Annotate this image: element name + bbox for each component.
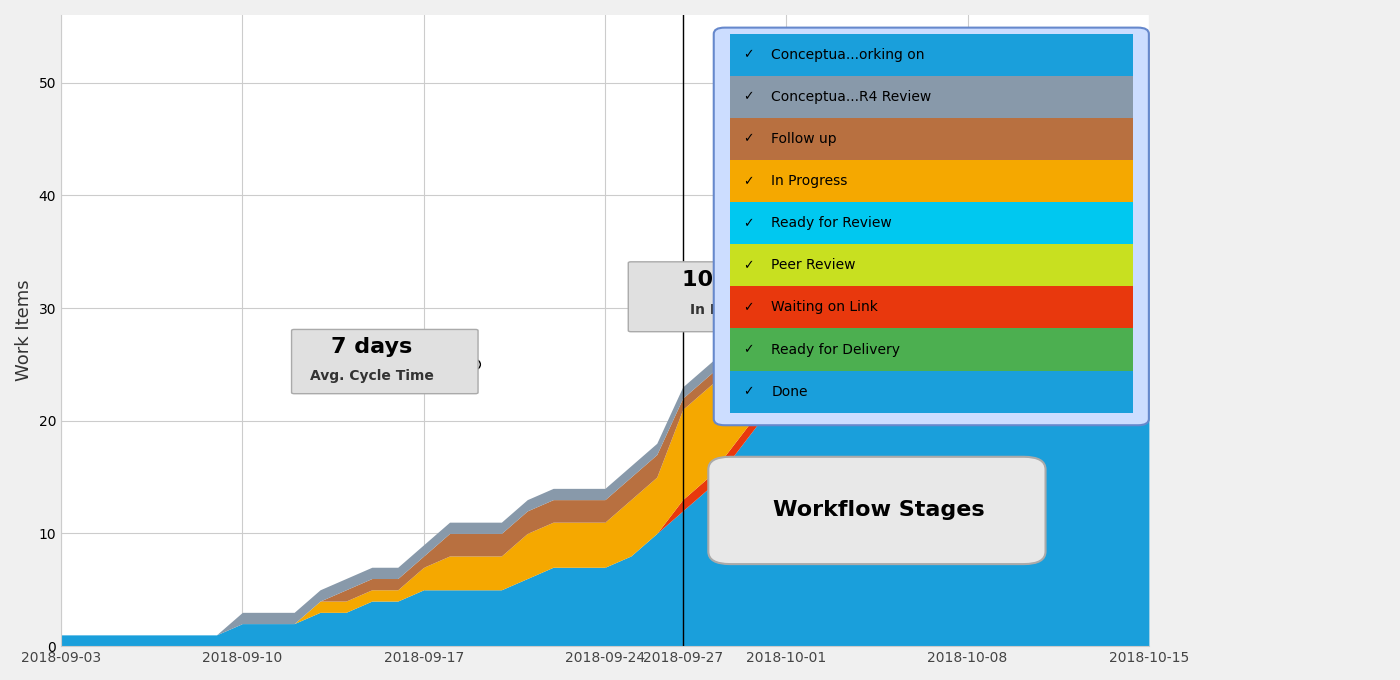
- Text: ✓: ✓: [743, 217, 753, 230]
- Text: Conceptua...R4 Review: Conceptua...R4 Review: [771, 90, 931, 104]
- Text: ✓: ✓: [743, 90, 753, 103]
- Text: Avg. Cycle Time: Avg. Cycle Time: [309, 369, 434, 383]
- FancyBboxPatch shape: [714, 28, 1149, 425]
- Text: Ready for Delivery: Ready for Delivery: [771, 343, 900, 356]
- Bar: [729, 34, 1133, 76]
- Y-axis label: Work Items: Work Items: [15, 279, 34, 381]
- Bar: [729, 371, 1133, 413]
- FancyBboxPatch shape: [629, 262, 840, 332]
- Text: 10 tasks: 10 tasks: [682, 270, 787, 290]
- FancyBboxPatch shape: [291, 329, 477, 394]
- Bar: [729, 244, 1133, 286]
- Text: Workflow Stages: Workflow Stages: [773, 500, 986, 520]
- FancyBboxPatch shape: [708, 457, 1046, 564]
- Text: ✓: ✓: [743, 301, 753, 314]
- Text: ✓: ✓: [743, 259, 753, 272]
- Text: Follow up: Follow up: [771, 132, 837, 146]
- Bar: [729, 286, 1133, 328]
- Text: In Progress: In Progress: [690, 303, 780, 318]
- Text: Ready for Review: Ready for Review: [771, 216, 892, 231]
- Text: ✓: ✓: [743, 48, 753, 61]
- Bar: [729, 76, 1133, 118]
- Text: Conceptua...orking on: Conceptua...orking on: [771, 48, 925, 62]
- Bar: [729, 160, 1133, 202]
- Text: ✓: ✓: [743, 133, 753, 146]
- Text: Peer Review: Peer Review: [771, 258, 855, 273]
- Bar: [729, 118, 1133, 160]
- Text: ✓: ✓: [743, 343, 753, 356]
- Text: Done: Done: [771, 385, 808, 398]
- Text: ✓: ✓: [743, 175, 753, 188]
- Bar: [729, 328, 1133, 371]
- Text: ✓: ✓: [743, 385, 753, 398]
- Text: In Progress: In Progress: [771, 174, 848, 188]
- Bar: [729, 202, 1133, 244]
- Text: 7 days: 7 days: [332, 337, 413, 358]
- Text: Waiting on Link: Waiting on Link: [771, 301, 878, 314]
